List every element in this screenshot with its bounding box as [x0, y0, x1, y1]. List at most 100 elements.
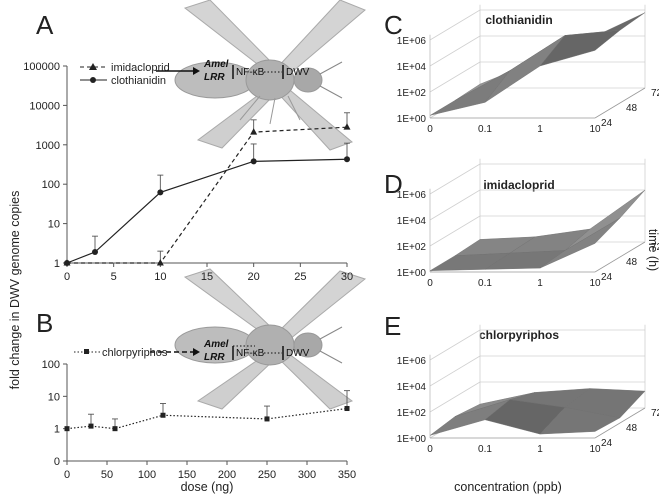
data-point-chlorpyriphos — [112, 426, 118, 432]
data-point-clothianidin — [250, 158, 257, 165]
shared-y-axis-label: fold change in DWV genome copies — [8, 191, 22, 390]
data-point-imidacloprid — [250, 128, 258, 135]
z-tick-label: 1E+06 — [397, 190, 427, 201]
y-axis-line — [594, 241, 646, 273]
wall-grid-line-left — [429, 9, 481, 41]
pathway-gene-top: Amel — [203, 59, 229, 70]
wall-grid-line-left — [429, 189, 481, 221]
y-tick-label: 1000 — [36, 140, 60, 152]
x-tick-label: 0 — [427, 278, 433, 289]
pathway-diagram-top: Amel LRR NF-κB DWV — [156, 59, 310, 83]
series-line-imidacloprid — [67, 126, 348, 264]
line-chart-b: 0 1 10 100 0 50 100 150 200 250 300 350 — [42, 359, 357, 481]
series-line-clothianidin — [66, 158, 348, 264]
z-tick-label: 1E+00 — [397, 268, 427, 279]
time-tick-label: 72 — [651, 408, 659, 419]
data-point-chlorpyriphos — [344, 406, 350, 412]
legend-panel-a: imidacloprid clothianidin — [80, 62, 170, 87]
time-tick-label: 48 — [626, 103, 638, 114]
x-tick-label: 0.1 — [478, 278, 492, 289]
panel-letter-b: B — [36, 308, 53, 338]
bee-illustration-top — [174, 0, 366, 151]
x-tick-label: 10 — [589, 124, 601, 135]
wall-grid-line-left — [429, 355, 481, 387]
x-tick-label: 5 — [111, 271, 117, 283]
z-tick-label: 1E+04 — [397, 216, 427, 227]
panel-letter-d: D — [384, 169, 403, 199]
y-tick-label: 100 — [42, 359, 60, 371]
y-axis-line — [594, 407, 646, 439]
x-tick-label: 25 — [294, 271, 306, 283]
x-tick-label: 200 — [218, 469, 236, 481]
z-tick-label: 1E+02 — [397, 408, 427, 419]
panel-letter-c: C — [384, 10, 403, 40]
x-tick-label: 10 — [154, 271, 166, 283]
z-tick-label: 1E+00 — [397, 114, 427, 125]
surface-facet — [539, 29, 621, 67]
legend-label-chlorpyriphos: chlorpyriphos — [102, 347, 168, 359]
line-chart-a: 1 10 100 1000 10000 100000 0 5 10 15 20 25 30 — [23, 61, 353, 283]
x-axis-label-dose: dose (ng) — [181, 480, 234, 494]
x-tick-label: 0 — [427, 124, 433, 135]
pathway-nfkb: NF-κB — [236, 67, 265, 78]
y-tick-label: 10 — [48, 219, 60, 231]
surface-facet — [484, 35, 566, 103]
data-point-clothianidin — [92, 249, 98, 256]
data-point-clothianidin — [64, 260, 70, 266]
x-tick-label: 10 — [589, 278, 601, 289]
pathway-gene-top: Amel — [203, 339, 229, 350]
legend-marker-imidacloprid — [89, 63, 97, 70]
z-tick-label: 1E+02 — [397, 88, 427, 99]
legend-marker-chlorpyriphos — [84, 349, 89, 354]
surface-title-chlorpyriphos: chlorpyriphos — [479, 328, 559, 342]
x-axis-label-concentration: concentration (ppb) — [454, 480, 562, 494]
pathway-diagram-bottom: Amel LRR NF-κB DWV — [150, 339, 310, 363]
data-point-chlorpyriphos — [64, 426, 70, 432]
data-point-chlorpyriphos — [160, 412, 166, 418]
x-tick-label: 1 — [537, 444, 543, 455]
x-tick-label: 0 — [64, 271, 70, 283]
x-tick-label: 300 — [298, 469, 316, 481]
legend-panel-b: chlorpyriphos — [74, 347, 168, 359]
y-tick-label: 100000 — [23, 61, 60, 73]
wall-grid-line-left — [429, 61, 481, 93]
time-tick-label: 48 — [626, 257, 638, 268]
wall-grid-line-left — [429, 329, 481, 361]
surface-facet — [539, 407, 621, 435]
time-tick-label: 72 — [651, 242, 659, 253]
wall-grid-line-left — [429, 215, 481, 247]
bee-illustration-bottom — [174, 268, 367, 410]
time-tick-label: 48 — [626, 423, 638, 434]
z-tick-label: 1E+02 — [397, 242, 427, 253]
time-axis-label: time (h) — [646, 229, 659, 271]
y-axis-line — [594, 87, 646, 119]
pathway-arrowhead — [193, 348, 200, 356]
x-tick-label: 100 — [138, 469, 156, 481]
y-tick-label: 1 — [54, 258, 60, 270]
x-tick-label: 1 — [537, 278, 543, 289]
x-tick-label: 0 — [64, 469, 70, 481]
pathway-arrowhead — [193, 67, 200, 75]
z-tick-label: 1E+06 — [397, 36, 427, 47]
x-tick-label: 15 — [201, 271, 213, 283]
pathway-dwv: DWV — [286, 348, 310, 359]
pathway-gene-bottom: LRR — [204, 72, 225, 83]
surface-title-clothianidin: clothianidin — [485, 13, 552, 27]
surface-facet — [539, 217, 621, 269]
surface-facet — [564, 189, 646, 251]
legend-label-clothianidin: clothianidin — [111, 75, 166, 87]
legend-label-imidacloprid: imidacloprid — [111, 62, 170, 74]
pathway-dwv: DWV — [286, 67, 310, 78]
x-tick-label: 10 — [589, 444, 601, 455]
x-tick-label: 0.1 — [478, 124, 492, 135]
data-point-clothianidin — [157, 189, 164, 196]
data-point-clothianidin — [344, 156, 350, 163]
x-tick-label: 150 — [178, 469, 196, 481]
x-tick-label: 0.1 — [478, 444, 492, 455]
x-tick-label: 1 — [537, 124, 543, 135]
pathway-gene-bottom: LRR — [204, 352, 225, 363]
